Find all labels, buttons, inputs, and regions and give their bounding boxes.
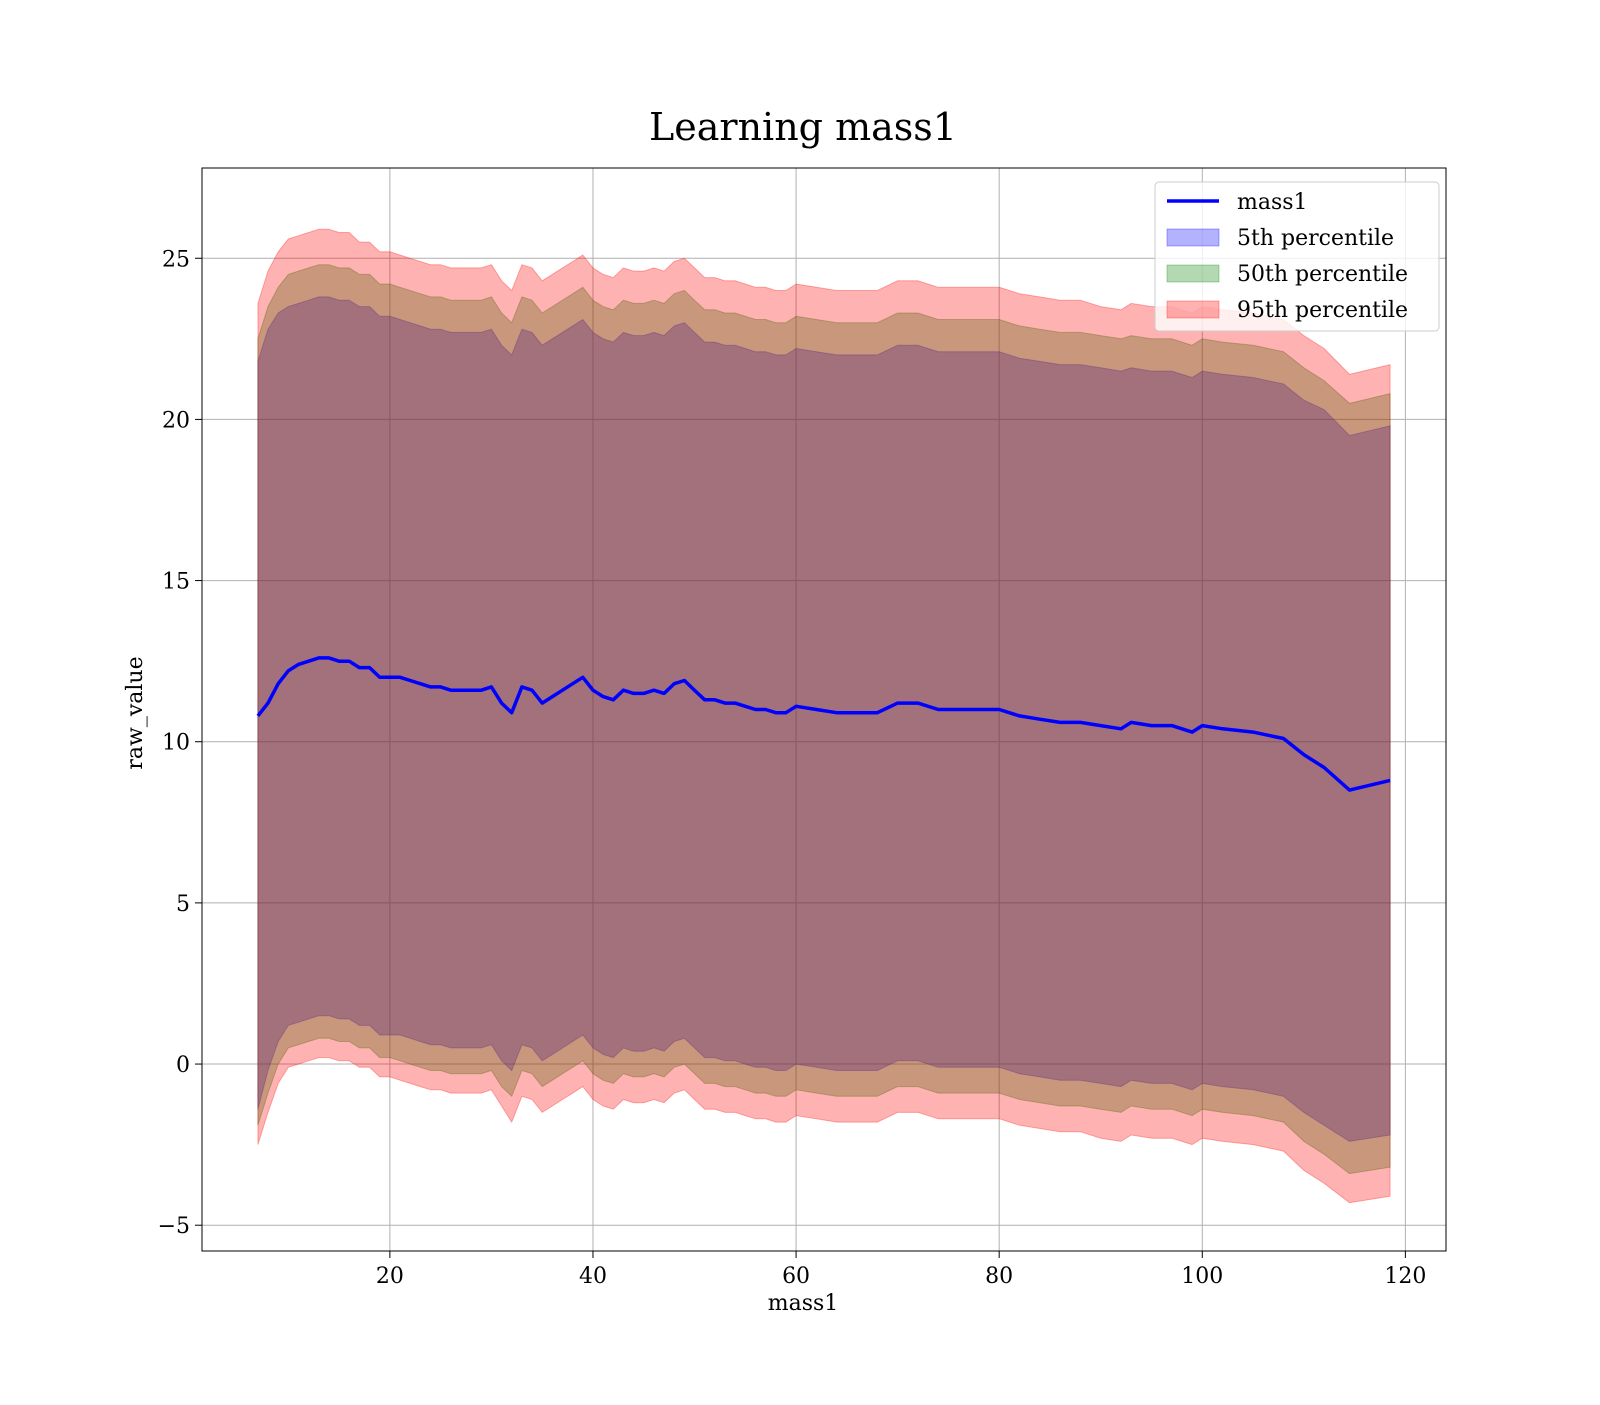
y-axis-label: raw_value bbox=[123, 656, 148, 769]
legend-label: 95th percentile bbox=[1237, 298, 1408, 323]
legend: mass1 5th percentile 50th percentile 95th p… bbox=[1154, 181, 1440, 332]
y-tick-label: −5 bbox=[158, 1214, 190, 1239]
x-tick-label: 20 bbox=[376, 1264, 404, 1289]
legend-label: 50th percentile bbox=[1237, 262, 1408, 287]
y-tick-label: 10 bbox=[162, 731, 190, 756]
y-tick-label: 15 bbox=[162, 570, 190, 595]
grid-lines bbox=[202, 168, 1446, 1251]
chart-title: Learning mass1 bbox=[649, 105, 957, 149]
x-tick-label: 40 bbox=[579, 1264, 607, 1289]
legend-band-swatch bbox=[1166, 228, 1220, 247]
y-tick-label: 0 bbox=[176, 1053, 190, 1078]
legend-label: mass1 bbox=[1237, 190, 1308, 215]
band-50th-percentile bbox=[257, 264, 1391, 1175]
x-tick-label: 120 bbox=[1384, 1264, 1426, 1289]
series-lines bbox=[256, 656, 1391, 792]
y-tick-label: 25 bbox=[162, 247, 190, 272]
y-tick-label: 20 bbox=[162, 408, 190, 433]
x-tick-label: 100 bbox=[1181, 1264, 1223, 1289]
x-axis-label: mass1 bbox=[768, 1291, 839, 1316]
line-mass1 bbox=[256, 656, 1391, 792]
x-tick-label: 80 bbox=[985, 1264, 1013, 1289]
band-5th-percentile bbox=[257, 296, 1391, 1142]
plot-frame bbox=[201, 167, 1447, 1252]
axis-ticks: 20 40 60 80 100 120 −5 0 5 10 15 20 25 bbox=[158, 247, 1427, 1289]
band-95th-percentile bbox=[257, 228, 1391, 1204]
legend-band-swatch bbox=[1166, 264, 1220, 283]
y-tick-label: 5 bbox=[176, 892, 190, 917]
legend-box bbox=[1154, 181, 1440, 332]
legend-label: 5th percentile bbox=[1237, 226, 1394, 251]
x-tick-label: 60 bbox=[782, 1264, 810, 1289]
percentile-bands bbox=[257, 228, 1391, 1204]
legend-band-swatch bbox=[1166, 300, 1220, 319]
